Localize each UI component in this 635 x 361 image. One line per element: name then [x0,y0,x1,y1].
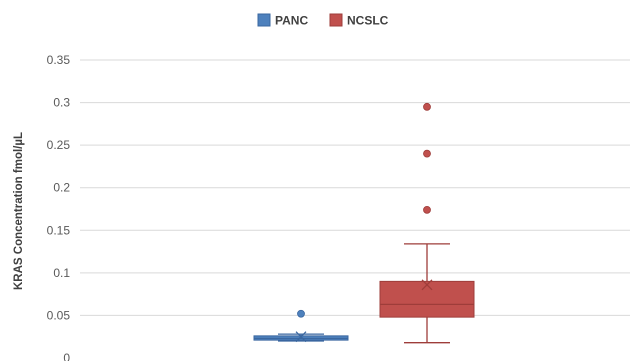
mean-marker [421,279,433,291]
y-tick-label: 0.25 [47,138,71,152]
y-axis-ticks: 0 0.05 0.1 0.15 0.2 0.25 0.3 0.35 [47,53,71,361]
y-axis-title: KRAS Concentration fmol/µL [13,132,25,290]
y-tick-label: 0.1 [53,266,70,280]
legend: PANC NCSLC [257,13,389,28]
gridlines [80,59,630,316]
outlier-point [423,205,431,214]
y-tick-label: 0.3 [53,96,70,110]
legend-label-panc: PANC [275,14,308,28]
legend-swatch-panc [257,13,271,27]
outlier-point [423,102,431,111]
legend-swatch-ncslc [329,13,343,27]
y-tick-label: 0.35 [47,53,71,67]
plot-area [253,102,475,344]
y-tick-label: 0 [63,351,70,361]
y-tick-label: 0.15 [47,223,71,237]
box-panc [253,309,349,343]
box-ncslc [379,102,475,344]
y-tick-label: 0.2 [53,181,70,195]
box-iqr [379,280,475,318]
outlier-point [297,309,305,318]
outlier-point [423,149,431,158]
y-tick-label: 0.05 [47,308,71,322]
mean-marker [295,331,307,343]
legend-label-ncslc: NCSLC [347,14,389,28]
